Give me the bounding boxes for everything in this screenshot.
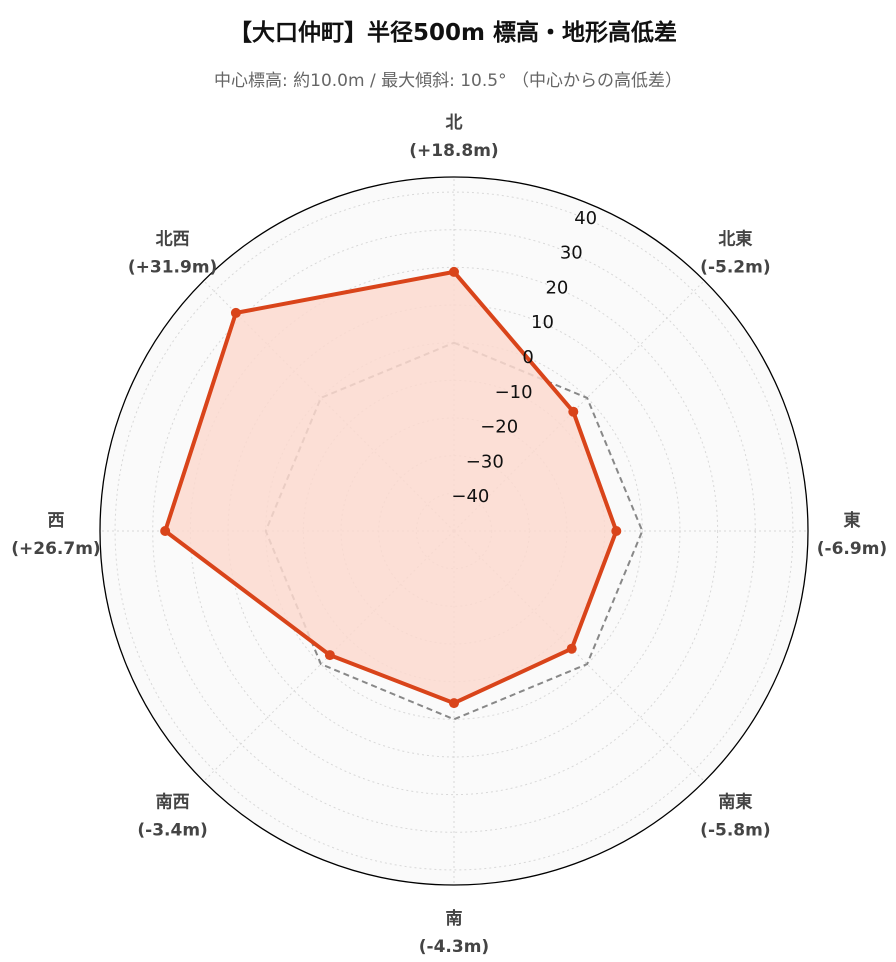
r-tick-label: 20 xyxy=(545,277,568,298)
direction-label: 北西 xyxy=(156,230,190,250)
data-point-0 xyxy=(449,266,459,277)
r-tick-label: −20 xyxy=(480,417,518,438)
direction-label: 東 xyxy=(844,510,861,531)
direction-value-label: (-4.3m) xyxy=(419,937,489,957)
data-point-2 xyxy=(611,526,622,536)
direction-label: 西 xyxy=(48,511,65,531)
r-tick-label: 30 xyxy=(560,243,583,264)
grid-ring xyxy=(114,191,794,871)
r-tick-label: 10 xyxy=(531,312,554,333)
direction-value-label: (+26.7m) xyxy=(11,539,100,559)
grid-spoke xyxy=(453,280,705,532)
data-point-3 xyxy=(566,643,577,654)
series-area xyxy=(165,271,617,704)
direction-value-label: (-5.8m) xyxy=(700,820,770,840)
data-point-4 xyxy=(449,698,459,709)
r-tick-label: −10 xyxy=(495,382,533,403)
r-tick-label: 40 xyxy=(574,208,597,229)
chart-subtitle: 中心標高: 約10.0m / 最大傾斜: 10.5° （中心からの高低差） xyxy=(214,71,682,91)
data-point-7 xyxy=(230,307,241,318)
direction-label: 南 xyxy=(446,908,463,929)
grid-spoke xyxy=(453,530,705,782)
direction-label: 南東 xyxy=(718,791,752,812)
direction-label: 北東 xyxy=(718,229,752,250)
r-tick-label: −40 xyxy=(451,486,489,507)
data-point-6 xyxy=(160,526,171,536)
direction-value-label: (+18.8m) xyxy=(409,141,498,161)
polar-frame xyxy=(99,176,809,886)
direction-value-label: (-5.2m) xyxy=(700,258,770,278)
r-tick-label: 0 xyxy=(522,347,533,368)
direction-value-label: (-6.9m) xyxy=(817,539,887,559)
direction-label: 北 xyxy=(446,113,463,133)
data-point-1 xyxy=(568,406,579,417)
data-point-5 xyxy=(324,650,335,661)
r-tick-label: −30 xyxy=(466,451,504,472)
direction-value-label: (-3.4m) xyxy=(137,820,207,840)
direction-label: 南西 xyxy=(156,791,190,812)
chart-title: 【大口仲町】半径500m 標高・地形高低差 xyxy=(229,20,677,46)
direction-value-label: (+31.9m) xyxy=(128,258,217,278)
